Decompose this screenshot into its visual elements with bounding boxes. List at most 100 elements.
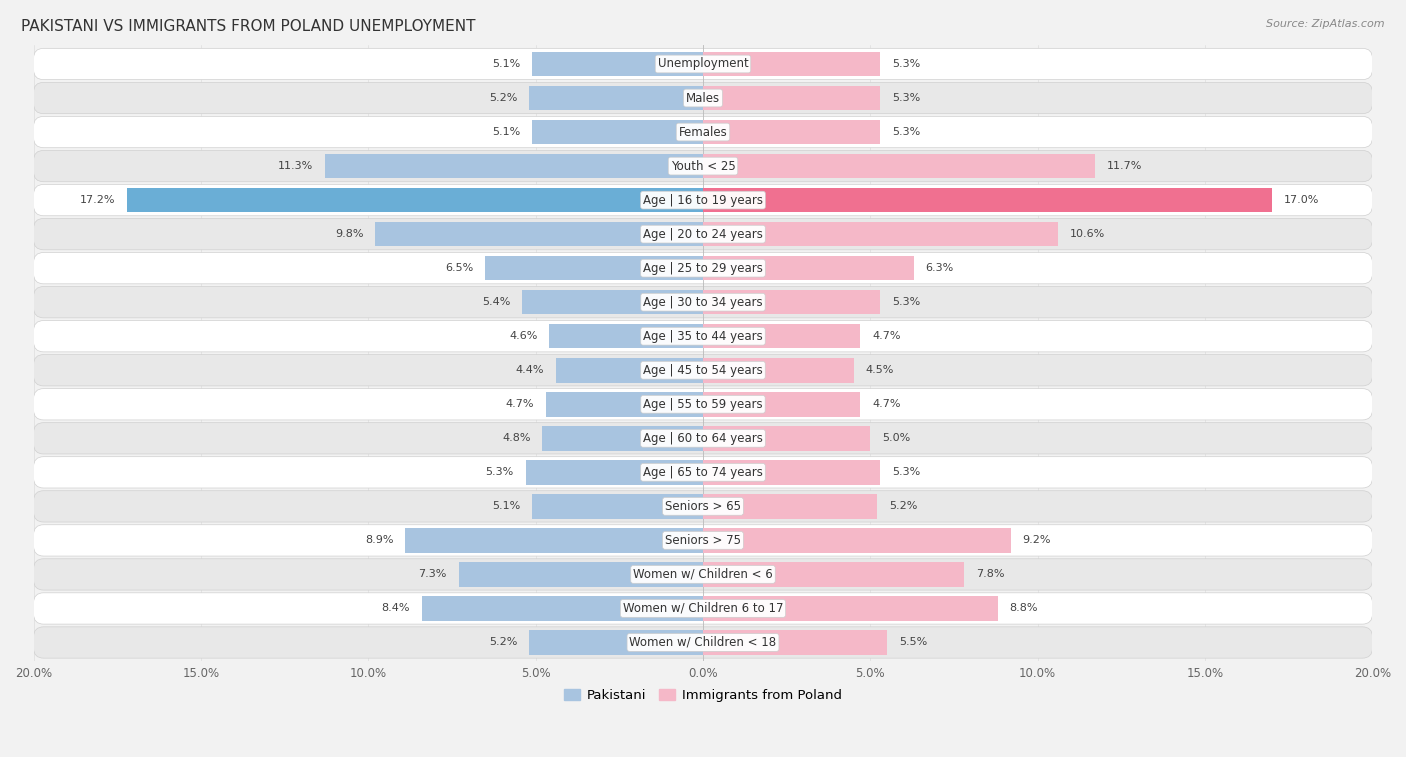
FancyBboxPatch shape	[34, 287, 1372, 318]
Text: Age | 35 to 44 years: Age | 35 to 44 years	[643, 330, 763, 343]
Text: Seniors > 75: Seniors > 75	[665, 534, 741, 547]
Text: 8.9%: 8.9%	[366, 535, 394, 545]
Bar	[375, 222, 703, 246]
FancyBboxPatch shape	[34, 151, 1372, 182]
Bar	[703, 324, 860, 348]
Bar	[422, 597, 703, 621]
Text: 9.2%: 9.2%	[1022, 535, 1052, 545]
Bar	[703, 562, 965, 587]
Text: Age | 65 to 74 years: Age | 65 to 74 years	[643, 466, 763, 479]
Bar	[529, 86, 703, 111]
Bar	[546, 392, 703, 416]
Bar	[548, 324, 703, 348]
FancyBboxPatch shape	[34, 559, 1372, 590]
FancyBboxPatch shape	[34, 491, 1372, 522]
FancyBboxPatch shape	[34, 422, 1372, 454]
FancyBboxPatch shape	[34, 456, 1372, 488]
FancyBboxPatch shape	[34, 253, 1372, 284]
Text: 7.3%: 7.3%	[419, 569, 447, 579]
Legend: Pakistani, Immigrants from Poland: Pakistani, Immigrants from Poland	[560, 684, 846, 707]
Bar	[703, 494, 877, 519]
Text: Source: ZipAtlas.com: Source: ZipAtlas.com	[1267, 19, 1385, 29]
Text: 11.7%: 11.7%	[1107, 161, 1142, 171]
Text: Unemployment: Unemployment	[658, 58, 748, 70]
FancyBboxPatch shape	[34, 320, 1372, 352]
Text: Males: Males	[686, 92, 720, 104]
Bar	[703, 120, 880, 145]
Text: 4.7%: 4.7%	[872, 332, 900, 341]
Text: 5.1%: 5.1%	[492, 501, 520, 512]
Text: 5.2%: 5.2%	[489, 93, 517, 103]
FancyBboxPatch shape	[34, 219, 1372, 250]
FancyBboxPatch shape	[34, 185, 1372, 216]
Text: 5.3%: 5.3%	[893, 467, 921, 478]
Text: 9.8%: 9.8%	[335, 229, 363, 239]
FancyBboxPatch shape	[34, 117, 1372, 148]
FancyBboxPatch shape	[34, 525, 1372, 556]
Text: Age | 55 to 59 years: Age | 55 to 59 years	[643, 397, 763, 411]
Bar	[703, 460, 880, 484]
Bar	[703, 358, 853, 382]
Text: 17.0%: 17.0%	[1284, 195, 1319, 205]
Text: 6.5%: 6.5%	[446, 263, 474, 273]
Text: 5.2%: 5.2%	[889, 501, 917, 512]
Text: 8.4%: 8.4%	[381, 603, 411, 613]
Text: Age | 60 to 64 years: Age | 60 to 64 years	[643, 431, 763, 445]
Bar	[703, 86, 880, 111]
Bar	[128, 188, 703, 213]
Text: 4.7%: 4.7%	[872, 399, 900, 410]
Bar	[703, 154, 1095, 179]
Text: Age | 20 to 24 years: Age | 20 to 24 years	[643, 228, 763, 241]
Text: 5.3%: 5.3%	[893, 93, 921, 103]
Text: Age | 45 to 54 years: Age | 45 to 54 years	[643, 364, 763, 377]
FancyBboxPatch shape	[34, 354, 1372, 386]
Text: Age | 16 to 19 years: Age | 16 to 19 years	[643, 194, 763, 207]
Text: 4.6%: 4.6%	[509, 332, 537, 341]
Bar	[703, 290, 880, 314]
Text: Age | 30 to 34 years: Age | 30 to 34 years	[643, 296, 763, 309]
Text: 4.8%: 4.8%	[502, 433, 530, 444]
Bar	[325, 154, 703, 179]
Bar	[703, 597, 997, 621]
Text: 5.3%: 5.3%	[893, 127, 921, 137]
Bar	[543, 426, 703, 450]
Text: 5.1%: 5.1%	[492, 59, 520, 69]
Bar	[703, 631, 887, 655]
Text: 17.2%: 17.2%	[80, 195, 115, 205]
Text: Seniors > 65: Seniors > 65	[665, 500, 741, 513]
Bar	[703, 188, 1272, 213]
Bar	[522, 290, 703, 314]
Text: 5.1%: 5.1%	[492, 127, 520, 137]
Bar	[703, 426, 870, 450]
Text: Women w/ Children < 6: Women w/ Children < 6	[633, 568, 773, 581]
FancyBboxPatch shape	[34, 388, 1372, 420]
Text: 5.0%: 5.0%	[882, 433, 910, 444]
Bar	[703, 256, 914, 280]
Text: 11.3%: 11.3%	[278, 161, 314, 171]
Text: Women w/ Children 6 to 17: Women w/ Children 6 to 17	[623, 602, 783, 615]
Text: Women w/ Children < 18: Women w/ Children < 18	[630, 636, 776, 649]
Text: 4.5%: 4.5%	[865, 366, 894, 375]
Text: Youth < 25: Youth < 25	[671, 160, 735, 173]
Text: 6.3%: 6.3%	[925, 263, 953, 273]
Text: 5.4%: 5.4%	[482, 298, 510, 307]
Text: PAKISTANI VS IMMIGRANTS FROM POLAND UNEMPLOYMENT: PAKISTANI VS IMMIGRANTS FROM POLAND UNEM…	[21, 19, 475, 34]
Bar	[703, 222, 1057, 246]
Text: 7.8%: 7.8%	[976, 569, 1004, 579]
Text: Females: Females	[679, 126, 727, 139]
FancyBboxPatch shape	[34, 593, 1372, 624]
Bar	[526, 460, 703, 484]
Text: 5.2%: 5.2%	[489, 637, 517, 647]
FancyBboxPatch shape	[34, 627, 1372, 658]
Bar	[533, 51, 703, 76]
Bar	[533, 494, 703, 519]
FancyBboxPatch shape	[34, 83, 1372, 114]
Bar	[555, 358, 703, 382]
Text: 5.3%: 5.3%	[893, 59, 921, 69]
Bar	[529, 631, 703, 655]
Text: 5.3%: 5.3%	[893, 298, 921, 307]
FancyBboxPatch shape	[34, 48, 1372, 79]
Bar	[458, 562, 703, 587]
Bar	[533, 120, 703, 145]
Text: 10.6%: 10.6%	[1070, 229, 1105, 239]
